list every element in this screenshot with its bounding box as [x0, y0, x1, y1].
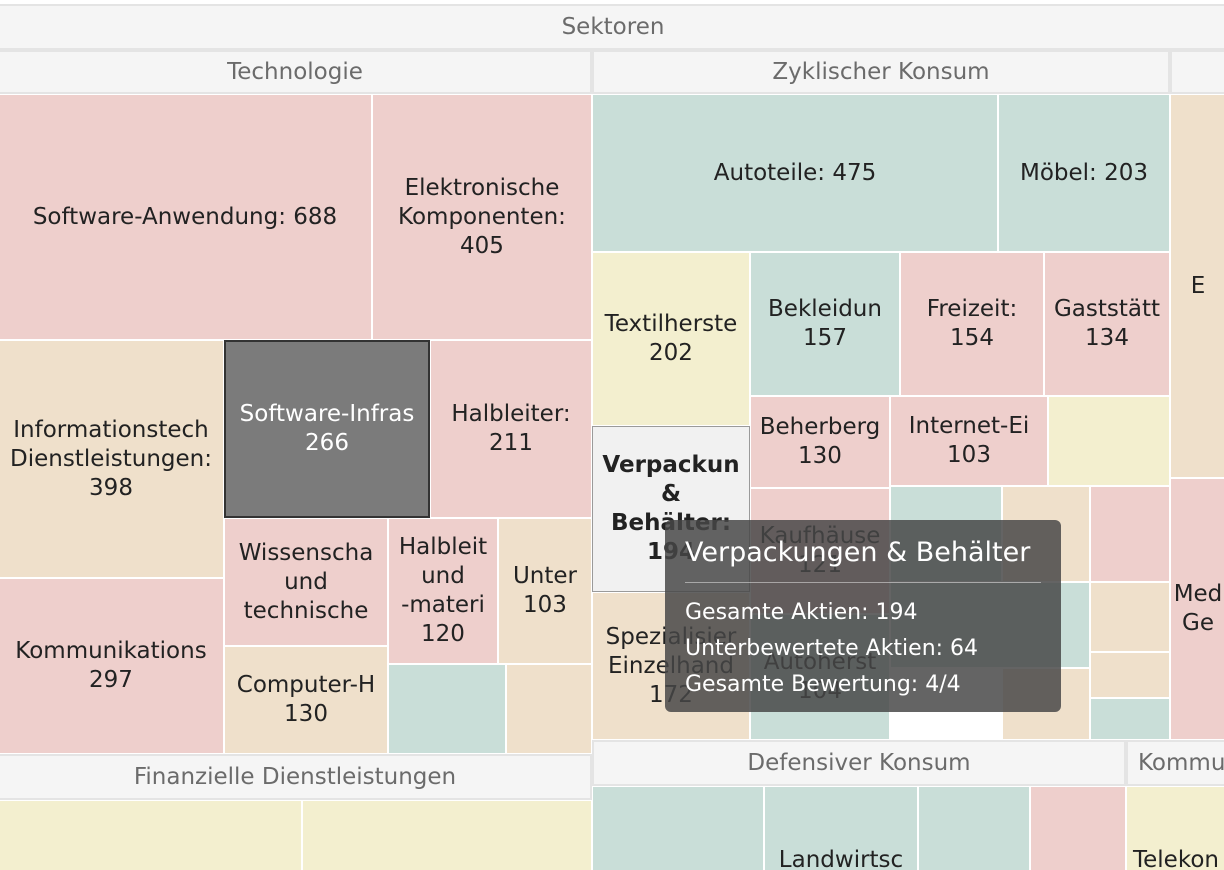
industry-label: Beherberg 130 — [759, 414, 881, 469]
industry-tile-unlabeled[interactable] — [1030, 786, 1126, 870]
industry-label: Telekon — [1133, 847, 1219, 870]
industry-tile-unter[interactable]: Unter 103 — [498, 518, 592, 664]
tooltip-total-rating: Gesamte Bewertung: 4/4 — [685, 672, 961, 697]
hover-tooltip: Verpackungen & Behälter Gesamte Aktien: … — [665, 520, 1061, 712]
industry-tile-bekleidun[interactable]: Bekleidun 157 — [750, 252, 900, 396]
industry-tile-e[interactable]: E — [1170, 94, 1224, 478]
industry-tile-autoteile-475[interactable]: Autoteile: 475 — [592, 94, 998, 252]
industry-tile-wissenscha[interactable]: Wissenscha und technische — [224, 518, 388, 646]
industry-label: Computer-H 130 — [236, 672, 376, 727]
industry-label: Textilherste 202 — [604, 311, 738, 366]
industry-label: Halbleiter: 211 — [451, 401, 571, 456]
industry-tile-informationstech[interactable]: Informationstech Dienstleistungen: 398 — [0, 340, 224, 578]
industry-tile-möbel-203[interactable]: Möbel: 203 — [998, 94, 1170, 252]
sector-header-defensiver-konsum[interactable]: Defensiver Konsum — [592, 740, 1126, 786]
industry-label: E — [1190, 272, 1206, 299]
sector-header-kommu[interactable]: Kommu — [1126, 740, 1224, 786]
industry-tile-internet-ei[interactable]: Internet-Ei 103 — [890, 396, 1048, 486]
industry-label: Informationstech Dienstleistungen: 398 — [10, 416, 212, 501]
industry-tile-unlabeled[interactable] — [1048, 396, 1170, 486]
industry-tile-unlabeled[interactable] — [1090, 582, 1170, 652]
industry-label: Kommunikations 297 — [15, 638, 207, 693]
industry-tile-halbleiter[interactable]: Halbleiter: 211 — [430, 340, 592, 518]
industry-tile-freizeit[interactable]: Freizeit: 154 — [900, 252, 1044, 396]
industry-label: Med Ge — [1173, 581, 1223, 636]
industry-tile-telekon[interactable]: Telekon — [1126, 786, 1224, 870]
industry-tile-unlabeled[interactable] — [592, 786, 764, 870]
industry-tile-med[interactable]: Med Ge — [1170, 478, 1224, 740]
industry-tile-halbleit[interactable]: Halbleit und -materi 120 — [388, 518, 498, 664]
industry-label: Gaststätt 134 — [1053, 296, 1161, 351]
industry-label: Internet-Ei 103 — [908, 413, 1030, 468]
tooltip-undervalued-stocks: Unterbewertete Aktien: 64 — [685, 636, 979, 661]
industry-tile-unlabeled[interactable] — [1090, 486, 1170, 582]
industry-label: Unter 103 — [512, 563, 578, 618]
industry-tile-software-infras[interactable]: Software-Infras 266 — [224, 340, 430, 518]
sector-header-zyklischer-konsum[interactable]: Zyklischer Konsum — [592, 50, 1170, 94]
industry-label: Halbleit und -materi 120 — [398, 534, 488, 647]
industry-label: Autoteile: 475 — [713, 159, 877, 186]
industry-tile-unlabeled[interactable] — [1090, 698, 1170, 740]
industry-tile-unlabeled[interactable] — [1090, 652, 1170, 698]
tooltip-title: Verpackungen & Behälter — [685, 537, 1031, 568]
industry-tile-software-anwendung-688[interactable]: Software-Anwendung: 688 — [0, 94, 372, 340]
sector-header-unlabeled[interactable] — [1170, 50, 1224, 94]
industry-label: Landwirtsc — [778, 847, 904, 870]
industry-tile-unlabeled[interactable] — [506, 664, 592, 754]
tooltip-divider — [685, 582, 1041, 583]
industry-label: Möbel: 203 — [1019, 159, 1149, 186]
sector-header-technologie[interactable]: Technologie — [0, 50, 592, 94]
industry-label: Wissenscha und technische — [238, 539, 374, 624]
industry-tile-landwirtsc[interactable]: Landwirtsc — [764, 786, 918, 870]
industry-tile-elektronische[interactable]: Elektronische Komponenten: 405 — [372, 94, 592, 340]
industry-tile-textilherste[interactable]: Textilherste 202 — [592, 252, 750, 426]
sector-header-finanzielle-dienstleistungen[interactable]: Finanzielle Dienstleistungen — [0, 754, 592, 800]
root-header[interactable]: Sektoren — [0, 4, 1224, 50]
industry-label: Software-Infras 266 — [239, 401, 415, 456]
industry-tile-computer-h[interactable]: Computer-H 130 — [224, 646, 388, 754]
industry-tile-unlabeled[interactable] — [0, 800, 302, 870]
industry-label: Elektronische Komponenten: 405 — [398, 174, 566, 259]
industry-tile-beherberg[interactable]: Beherberg 130 — [750, 396, 890, 488]
tooltip-total-stocks: Gesamte Aktien: 194 — [685, 600, 918, 625]
industry-tile-unlabeled[interactable] — [918, 786, 1030, 870]
industry-label: Freizeit: 154 — [926, 296, 1018, 351]
industry-label: Bekleidun 157 — [768, 296, 882, 351]
industry-tile-kommunikations[interactable]: Kommunikations 297 — [0, 578, 224, 754]
industry-label: Software-Anwendung: 688 — [32, 203, 338, 230]
industry-tile-unlabeled[interactable] — [302, 800, 592, 870]
industry-tile-unlabeled[interactable] — [388, 664, 506, 754]
industry-tile-gaststätt[interactable]: Gaststätt 134 — [1044, 252, 1170, 396]
